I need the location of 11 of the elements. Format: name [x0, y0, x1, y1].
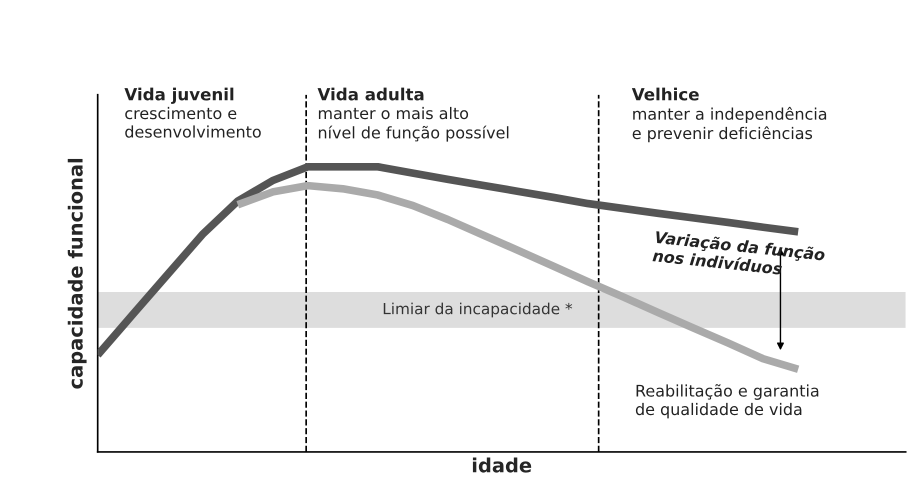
text: Vida adulta — [318, 88, 424, 101]
text: crescimento e desenvolvimento — [125, 106, 261, 138]
text: Vida juvenil — [124, 88, 234, 104]
text: Velhice — [632, 88, 699, 101]
band-label: Limiar da incapacidade * — [384, 302, 572, 318]
text: manter a independência e prevenir deficiências — [632, 106, 826, 142]
y-axis-title: capacidade funcional — [68, 158, 87, 389]
x-axis-title: idade — [472, 458, 532, 473]
annotation: Reabilitação e garantia de qualidade de vida — [636, 384, 818, 418]
text: manter o mais alto nível de função possível — [318, 106, 508, 142]
annotation: Variação da função nos indivíduos — [652, 230, 826, 275]
